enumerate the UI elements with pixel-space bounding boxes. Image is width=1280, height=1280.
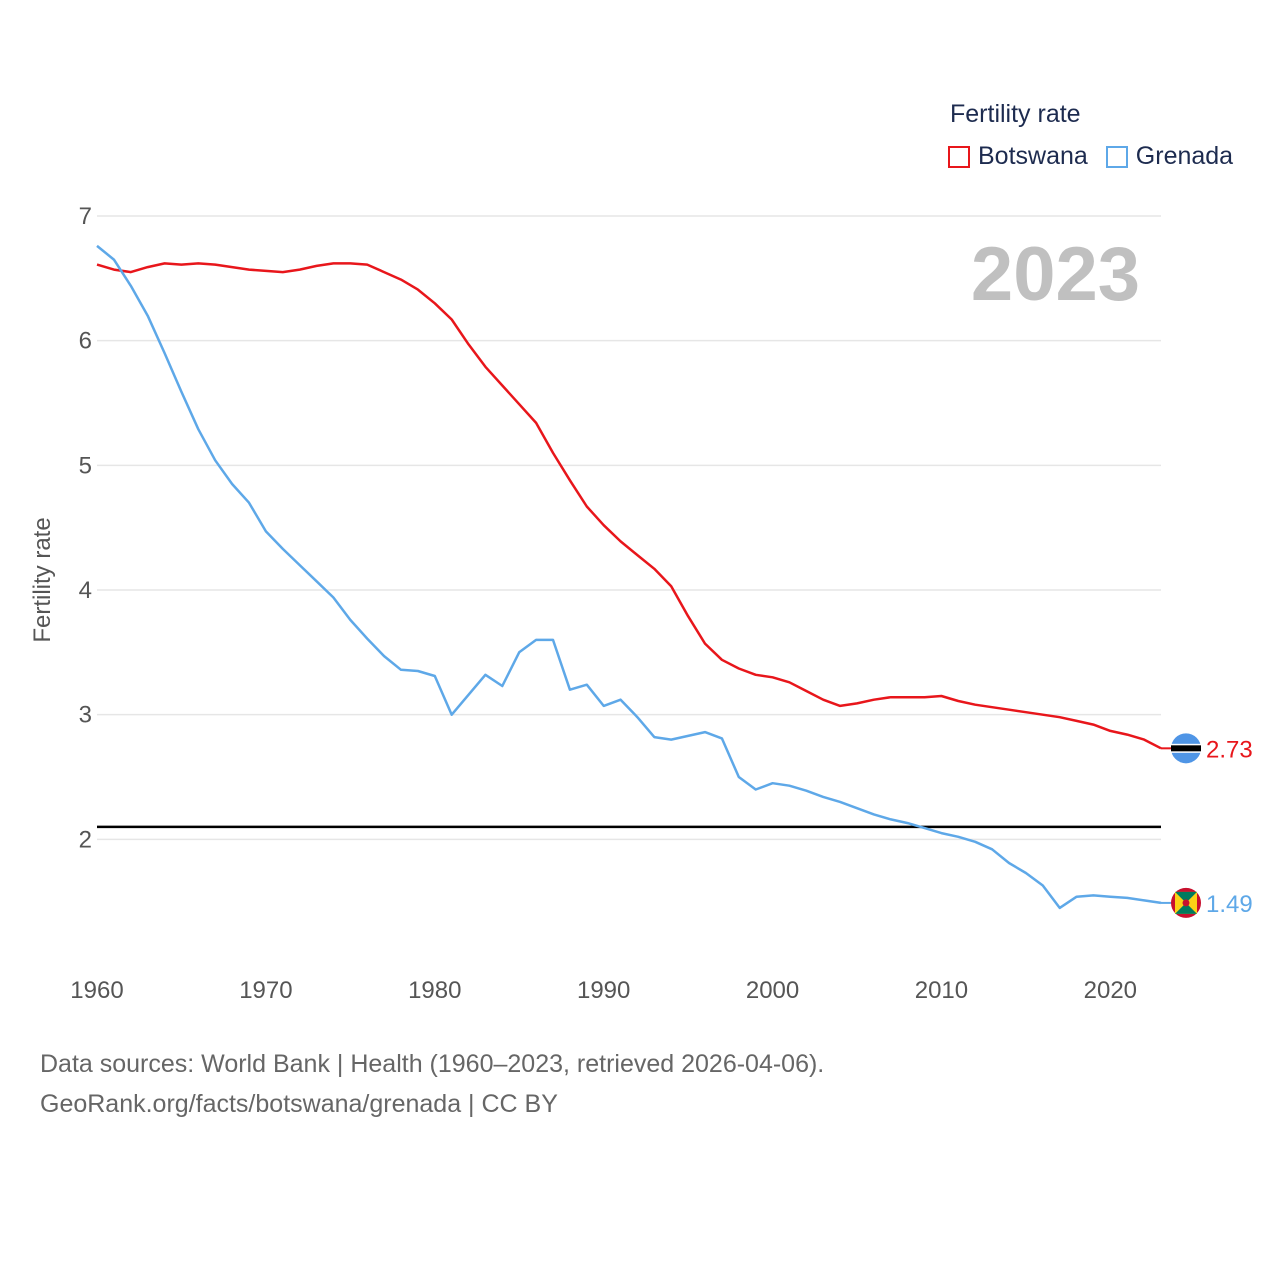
end-value-label-botswana: 2.73: [1206, 736, 1253, 763]
legend-item-grenada[interactable]: Grenada: [1105, 142, 1234, 171]
y-tick-label: 6: [79, 328, 92, 355]
legend-title: Fertility rate: [950, 100, 1081, 128]
flag-grenada-icon: [1171, 887, 1201, 918]
x-tick-label: 1990: [577, 977, 630, 1004]
x-axis-ticks: 1960 1970 1980 1990 2000 2010 2020: [70, 977, 1137, 1004]
chart-footer: Data sources: World Bank | Health (1960–…: [40, 1044, 824, 1124]
year-watermark: 2023: [971, 232, 1140, 317]
data-source-note: Data sources: World Bank | Health (1960–…: [40, 1050, 825, 1078]
y-tick-label: 2: [79, 826, 92, 853]
x-tick-label: 2000: [746, 977, 799, 1004]
y-axis-title: Fertility rate: [29, 517, 56, 642]
x-tick-label: 1960: [70, 977, 123, 1004]
legend-swatch-grenada: [1105, 145, 1128, 168]
x-tick-label: 2010: [915, 977, 968, 1004]
source-url-license: GeoRank.org/facts/botswana/grenada | CC …: [40, 1090, 558, 1118]
y-tick-label: 7: [79, 203, 92, 230]
series-line-grenada: [96, 244, 1162, 910]
legend: Botswana Grenada: [948, 142, 1251, 171]
legend-label-botswana: Botswana: [978, 142, 1088, 170]
gridlines: [97, 215, 1161, 841]
x-tick-label: 2020: [1084, 977, 1137, 1004]
series-end-markers: 2.73 1.49: [1161, 733, 1253, 918]
legend-label-grenada: Grenada: [1135, 142, 1234, 170]
y-tick-label: 4: [79, 577, 92, 604]
legend-item-botswana[interactable]: Botswana: [948, 142, 1088, 171]
end-value-label-grenada: 1.49: [1206, 891, 1253, 918]
y-tick-label: 3: [79, 702, 92, 729]
y-axis-ticks: 2 3 4 5 6 7: [79, 203, 92, 853]
y-tick-label: 5: [79, 452, 92, 479]
x-tick-label: 1980: [408, 977, 461, 1004]
legend-swatch-botswana: [948, 145, 970, 168]
series-line-botswana: [96, 262, 1162, 750]
x-tick-label: 1970: [239, 977, 292, 1004]
series-lines: [96, 244, 1162, 910]
flag-botswana-icon: [1171, 733, 1201, 764]
